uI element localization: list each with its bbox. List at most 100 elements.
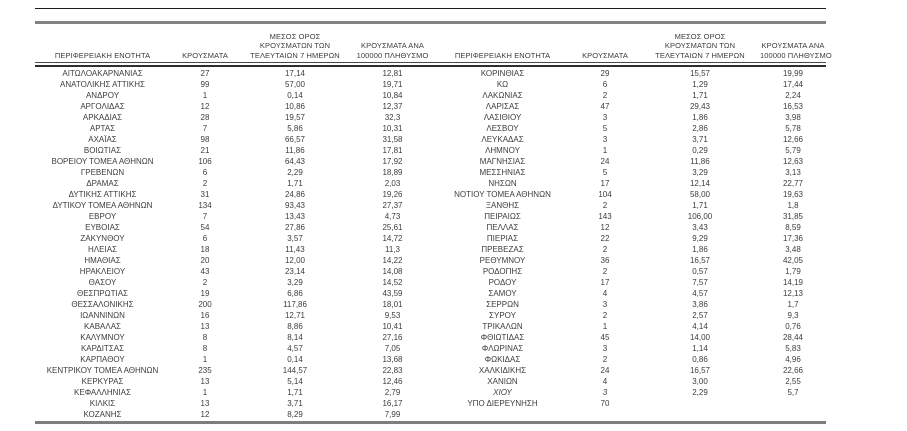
cases-cell-right: 3 [602, 135, 608, 144]
table-row: ΚΕΝΤΡΙΚΟΥ ΤΟΜΕΑ ΑΘΗΝΩΝ 235 144,57 22,83 ΧΑΛΚ… [35, 365, 826, 376]
cases-cell-left: 12 [200, 410, 210, 419]
region-name-cell-right: ΡΟΔΟΠΗΣ [482, 267, 523, 276]
per-100k-cell-left: 18,01 [382, 300, 403, 309]
cases-cell-left: 28 [200, 113, 210, 122]
table-row: ΑΧΑΪΑΣ 98 66,57 31,58 ΛΕΥΚΑΔΑΣ 3 3,71 12,66 [35, 134, 826, 145]
region-name-cell-right: ΚΩ [496, 80, 509, 89]
cases-cell-right: 12 [600, 223, 610, 232]
avg-7day-cell-left: 117,86 [283, 300, 307, 309]
avg-7day-cell-left: 12,71 [284, 311, 306, 320]
avg-7day-cell-left: 0,14 [287, 355, 303, 364]
cases-cell-left: 106 [198, 157, 212, 166]
per-100k-cell-right: 12,63 [782, 157, 804, 166]
region-name-cell-left: ΕΒΡΟΥ [88, 212, 117, 221]
per-100k-cell-left: 9,53 [384, 311, 401, 320]
table-row: ΔΥΤΙΚΟΥ ΤΟΜΕΑ ΑΘΗΝΩΝ 134 93,43 27,37 ΞΑΝΘΗΣ 2… [35, 200, 826, 211]
region-name-cell-left: ΕΥΒΟΙΑΣ [85, 223, 120, 232]
avg-7day-cell-right: 1,14 [692, 344, 708, 353]
cases-cell-right: 3 [602, 113, 608, 122]
avg-7day-cell-right: 7,57 [692, 278, 708, 287]
region-name-cell-right: ΣΑΜΟΥ [488, 289, 517, 298]
region-name-cell-right: ΝΗΣΩΝ [488, 179, 517, 188]
region-name-cell-right: ΦΛΩΡΙΝΑΣ [481, 344, 524, 353]
table-row: ΒΟΙΩΤΙΑΣ 21 11,86 17,81 ΛΗΜΝΟΥ 1 0,29 5,79 [35, 145, 826, 156]
column-header-avg-7day-right: ΜΕΣΟΣ ΟΡΟΣ ΚΡΟΥΣΜΑΤΩΝ ΤΩΝ ΤΕΛΕΥΤΑΙΩΝ 7 ΗΜΕ… [655, 31, 745, 60]
region-name-cell-left: ΑΡΓΟΛΙΔΑΣ [80, 102, 125, 111]
table-row: ΙΩΑΝΝΙΝΩΝ 16 12,71 9,53 ΣΥΡΟΥ 2 2,57 9,3 [35, 310, 826, 321]
per-100k-cell-left: 12,81 [382, 69, 403, 78]
avg-7day-cell-left: 24,86 [284, 190, 306, 199]
cases-cell-right: 24 [600, 157, 610, 166]
cases-cell-left: 6 [202, 168, 208, 177]
region-name-cell-left: ΒΟΡΕΙΟΥ ΤΟΜΕΑ ΑΘΗΝΩΝ [51, 157, 154, 166]
cases-cell-left: 7 [202, 212, 208, 221]
avg-7day-cell-right: 0,57 [692, 267, 708, 276]
avg-7day-cell-left: 66,57 [284, 135, 306, 144]
cases-cell-left: 2 [202, 179, 208, 188]
region-name-cell-right: ΣΥΡΟΥ [489, 311, 516, 320]
region-name-cell-right: ΡΕΘΥΜΝΟΥ [479, 256, 526, 265]
table-row: ΑΡΓΟΛΙΔΑΣ 12 10,86 12,37 ΛΑΡΙΣΑΣ 47 29,43 16,53 [35, 101, 826, 112]
region-name-cell-left: ΚΙΛΚΙΣ [89, 399, 116, 408]
per-100k-cell-right: 1,7 [787, 300, 799, 309]
avg-7day-cell-left: 57,00 [284, 80, 306, 89]
per-100k-cell-right: 2,24 [785, 91, 801, 100]
region-name-cell-left: ΘΑΣΟΥ [88, 278, 117, 287]
table-row: ΑΙΤΩΛΟΑΚΑΡΝΑΝΙΑΣ 27 17,14 12,81 ΚΟΡΙΝΘΙΑΣ 29 1… [35, 68, 826, 79]
cases-cell-right: 6 [602, 80, 608, 89]
region-name-cell-left: ΚΑΡΔΙΤΣΑΣ [80, 344, 125, 353]
region-name-cell-right: ΧΙΟΥ [493, 388, 512, 397]
avg-7day-cell-left: 8,86 [287, 322, 303, 331]
avg-7day-cell-right: 16,57 [689, 366, 711, 375]
region-name-cell-right: ΣΕΡΡΩΝ [486, 300, 519, 309]
avg-7day-cell-right: 9,29 [692, 234, 708, 243]
cases-cell-right: 36 [600, 256, 610, 265]
cases-cell-right: 70 [600, 399, 610, 408]
avg-7day-cell-left: 6,86 [287, 289, 303, 298]
per-100k-cell-left: 43,59 [382, 289, 403, 298]
region-name-cell-right: ΛΕΥΚΑΔΑΣ [481, 135, 524, 144]
avg-7day-cell-right: 0,29 [692, 146, 708, 155]
per-100k-cell-left: 16,17 [382, 399, 403, 408]
avg-7day-cell-right: 2,29 [692, 388, 708, 397]
avg-7day-cell-left: 13,43 [284, 212, 306, 221]
cases-cell-left: 27 [200, 69, 210, 78]
avg-7day-cell-right: 0,86 [692, 355, 708, 364]
table-row: ΚΟΖΑΝΗΣ 12 8,29 7,99 [35, 409, 826, 420]
header-separator-thick [35, 65, 826, 67]
region-name-cell-right: ΠΕΙΡΑΙΩΣ [484, 212, 521, 221]
cases-cell-left: 20 [200, 256, 210, 265]
avg-7day-cell-left: 0,14 [287, 91, 303, 100]
per-100k-cell-right: 5,79 [785, 146, 801, 155]
avg-7day-cell-right: 15,57 [689, 69, 711, 78]
avg-7day-cell-right: 3,43 [692, 223, 708, 232]
region-name-cell-left: ΔΡΑΜΑΣ [86, 179, 119, 188]
cases-cell-left: 134 [198, 201, 212, 210]
region-name-cell-right: ΠΙΕΡΙΑΣ [486, 234, 519, 243]
per-100k-cell-left: 12,37 [382, 102, 403, 111]
avg-7day-cell-right: 14,00 [689, 333, 711, 342]
cases-cell-left: 13 [200, 399, 210, 408]
region-name-cell-right: ΦΩΚΙΔΑΣ [484, 355, 521, 364]
region-name-cell-left: ΚΕΡΚΥΡΑΣ [81, 377, 124, 386]
header-separator-thin [35, 62, 826, 63]
table-row: ΑΡΤΑΣ 7 5,86 10,31 ΛΕΣΒΟΥ 5 2,86 5,78 [35, 123, 826, 134]
per-100k-cell-right: 19,99 [782, 69, 804, 78]
avg-7day-cell-left: 1,71 [287, 388, 303, 397]
per-100k-cell-left: 14,52 [382, 278, 403, 287]
cases-cell-left: 98 [200, 135, 210, 144]
cases-cell-right: 1 [602, 322, 608, 331]
per-100k-cell-left: 31,58 [382, 135, 403, 144]
avg-7day-cell-left: 64,43 [284, 157, 306, 166]
table-row: ΔΡΑΜΑΣ 2 1,71 2,03 ΝΗΣΩΝ 17 12,14 22,77 [35, 178, 826, 189]
avg-7day-cell-right: 3,00 [692, 377, 708, 386]
per-100k-cell-left: 12,46 [382, 377, 403, 386]
per-100k-cell-left: 17,92 [382, 157, 403, 166]
table-row: ΕΥΒΟΙΑΣ 54 27,86 25,61 ΠΕΛΛΑΣ 12 3,43 8,59 [35, 222, 826, 233]
table-header-row: ΠΕΡΙΦΕΡΕΙΑΚΗ ΕΝΟΤΗΤΑ ΚΡΟΥΣΜΑΤΑ ΜΕΣΟΣ ΟΡΟΣ Κ… [35, 24, 832, 62]
per-100k-cell-right: 28,44 [782, 333, 804, 342]
region-name-cell-left: ΘΕΣΣΑΛΟΝΙΚΗΣ [71, 300, 134, 309]
avg-7day-cell-right: 1,71 [692, 91, 708, 100]
table-row: ΘΕΣΠΡΩΤΙΑΣ 19 6,86 43,59 ΣΑΜΟΥ 4 4,57 12,13 [35, 288, 826, 299]
per-100k-cell-right: 19,63 [782, 190, 804, 199]
